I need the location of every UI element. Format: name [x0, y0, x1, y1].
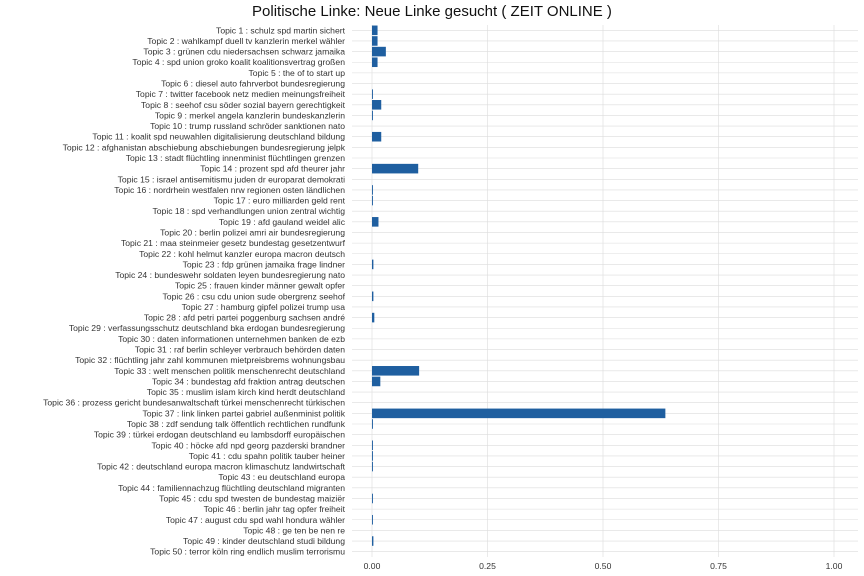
y-tick-label: Topic 41 : cdu spahn politik tauber hein…	[189, 451, 345, 461]
bar-mark	[372, 259, 374, 270]
bar-mark	[372, 110, 373, 121]
y-tick-label: Topic 27 : hamburg gipfel polizei trump …	[182, 302, 346, 312]
bar-mark	[372, 493, 373, 504]
bar-mark	[372, 376, 381, 387]
y-tick-label: Topic 9 : merkel angela kanzlerin bundes…	[155, 110, 345, 120]
bar-mark	[372, 419, 373, 429]
x-tick-label: 0.25	[479, 561, 496, 571]
y-tick-label: Topic 19 : afd gauland weidel alic	[219, 217, 346, 227]
bar-mark	[372, 217, 379, 227]
y-tick-label: Topic 17 : euro milliarden geld rent	[214, 196, 346, 206]
bar-mark	[372, 100, 382, 110]
y-tick-label: Topic 50 : terror köln ring endlich musl…	[150, 547, 345, 557]
bar-mark	[372, 291, 374, 302]
y-tick-label: Topic 18 : spd verhandlungen union zentr…	[152, 206, 345, 216]
y-tick-label: Topic 48 : ge ten be nen re	[243, 525, 345, 535]
y-tick-label: Topic 2 : wahlkampf duell tv kanzlerin m…	[147, 36, 345, 46]
bar-mark	[372, 57, 378, 68]
y-tick-label: Topic 10 : trump russland schröder sankt…	[150, 121, 345, 131]
y-tick-label: Topic 11 : koalit spd neuwahlen digitali…	[92, 132, 345, 142]
bar-mark	[372, 514, 373, 525]
y-tick-label: Topic 3 : grünen cdu niedersachsen schwa…	[143, 47, 345, 57]
y-tick-label: Topic 7 : twitter facebook netz medien m…	[136, 89, 346, 99]
y-tick-label: Topic 37 : link linken partei gabriel au…	[142, 408, 345, 418]
y-tick-label: Topic 42 : deutschland europa macron kli…	[97, 462, 346, 472]
y-tick-label: Topic 39 : türkei erdogan deutschland eu…	[94, 430, 345, 440]
x-tick-label: 0.50	[595, 561, 612, 571]
y-tick-label: Topic 49 : kinder deutschland studi bild…	[183, 536, 345, 546]
y-tick-label: Topic 40 : höcke afd npd georg pazderski…	[152, 440, 346, 450]
y-tick-label: Topic 5 : the of to start up	[249, 68, 346, 78]
x-tick-label: 1.00	[826, 561, 843, 571]
y-tick-label: Topic 26 : csu cdu union sude obergrenz …	[163, 291, 346, 301]
y-tick-label: Topic 20 : berlin polizei amri air bunde…	[160, 227, 345, 237]
bar-mark	[372, 408, 666, 419]
y-tick-label: Topic 45 : cdu spd twesten de bundestag …	[159, 493, 345, 503]
y-tick-label: Topic 15 : israel antisemitismu juden dr…	[118, 174, 345, 184]
bar-mark	[372, 536, 374, 546]
bar-mark	[372, 461, 373, 472]
y-tick-label: Topic 34 : bundestag afd fraktion antrag…	[152, 376, 345, 386]
chart-title: Politische Linke: Neue Linke gesucht ( Z…	[252, 3, 612, 20]
y-tick-label: Topic 21 : maa steinmeier gesetz bundest…	[121, 238, 346, 248]
y-tick-label: Topic 31 : raf berlin schleyer verbrauch…	[135, 345, 345, 355]
bar-mark	[372, 440, 373, 451]
y-tick-label: Topic 25 : frauen kinder männer gewalt o…	[175, 281, 345, 291]
y-tick-label: Topic 29 : verfassungsschutz deutschland…	[69, 323, 345, 333]
y-tick-label: Topic 22 : kohl helmut kanzler europa ma…	[139, 249, 345, 259]
y-tick-label: Topic 32 : flüchtling jahr zahl kommunen…	[75, 355, 345, 365]
y-tick-label: Topic 36 : prozess gericht bundesanwalts…	[43, 398, 345, 408]
y-tick-label: Topic 46 : berlin jahr tag opfer freihei…	[204, 504, 346, 514]
y-tick-label: Topic 24 : bundeswehr soldaten leyen bun…	[115, 270, 345, 280]
y-tick-label: Topic 43 : eu deutschland europa	[218, 472, 345, 482]
bar-mark	[372, 451, 373, 461]
y-tick-label: Topic 13 : stadt flüchtling innenminist …	[126, 153, 345, 163]
x-tick-label: 0.75	[710, 561, 727, 571]
bar-mark	[372, 36, 378, 46]
y-tick-label: Topic 12 : afghanistan abschiebung absch…	[63, 142, 346, 152]
y-tick-label: Topic 6 : diesel auto fahrverbot bundesr…	[161, 79, 345, 89]
y-tick-label: Topic 14 : prozent spd afd theurer jahr	[200, 164, 345, 174]
x-tick-label: 0.00	[364, 561, 381, 571]
bar-mark	[372, 131, 382, 142]
y-tick-label: Topic 1 : schulz spd martin sichert	[216, 25, 346, 35]
bar-mark	[372, 312, 375, 323]
y-tick-label: Topic 33 : welt menschen politik mensche…	[114, 366, 345, 376]
y-tick-label: Topic 16 : nordrhein westfalen nrw regio…	[114, 185, 345, 195]
y-tick-label: Topic 28 : afd petri partei poggenburg s…	[144, 313, 345, 323]
y-tick-label: Topic 44 : familiennachzug flüchtling de…	[118, 483, 345, 493]
y-tick-label: Topic 23 : fdp grünen jamaika frage lind…	[183, 259, 346, 269]
bar-mark	[372, 195, 373, 206]
bar-mark	[372, 185, 373, 195]
y-tick-label: Topic 8 : seehof csu söder sozial bayern…	[141, 100, 346, 110]
y-tick-label: Topic 35 : muslim islam kirch kind herdt…	[147, 387, 345, 397]
bar-mark	[372, 89, 373, 99]
y-tick-label: Topic 38 : zdf sendung talk öffentlich r…	[127, 419, 346, 429]
y-tick-label: Topic 47 : august cdu spd wahl hondura w…	[166, 515, 345, 525]
y-tick-label: Topic 30 : daten informationen unternehm…	[118, 334, 345, 344]
bar-mark	[372, 25, 378, 36]
y-tick-label: Topic 4 : spd union groko koalit koaliti…	[132, 57, 345, 67]
bar-mark	[372, 366, 420, 376]
bar-mark	[372, 163, 419, 174]
bar-mark	[372, 46, 386, 57]
